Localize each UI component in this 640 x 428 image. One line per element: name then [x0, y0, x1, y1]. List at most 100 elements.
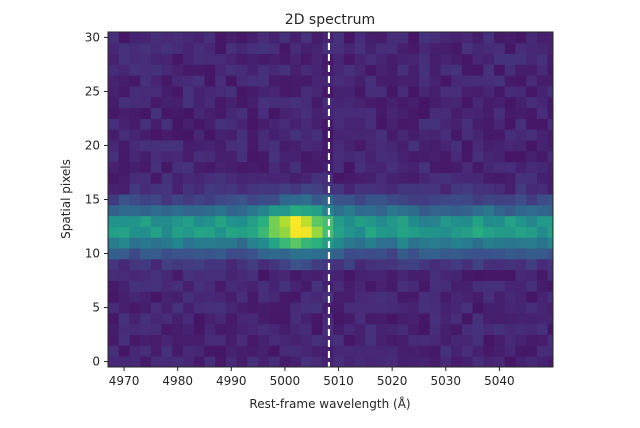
heatmap-cell — [526, 161, 538, 173]
heatmap-cell — [547, 269, 554, 281]
heatmap-cell — [343, 215, 356, 227]
heatmap-cell — [193, 42, 205, 55]
heatmap-cell — [376, 248, 388, 260]
heatmap-cell — [290, 53, 302, 65]
heatmap-cell — [397, 280, 409, 292]
heatmap-cell — [343, 183, 356, 195]
heatmap-cell — [333, 118, 345, 130]
heatmap-cell — [268, 161, 280, 173]
heatmap-cell — [225, 269, 238, 281]
heatmap-cell — [108, 118, 120, 130]
heatmap-cell — [172, 172, 184, 184]
heatmap-cell — [354, 53, 366, 65]
heatmap-cell — [494, 32, 506, 44]
heatmap-cell — [418, 248, 431, 260]
heatmap-cell — [483, 356, 495, 368]
heatmap-cell — [418, 258, 431, 271]
heatmap-cell — [204, 96, 216, 109]
heatmap-cell — [268, 302, 280, 314]
heatmap-cell — [526, 129, 538, 141]
heatmap-cell — [172, 280, 184, 292]
heatmap-cell — [536, 53, 549, 65]
heatmap-cell — [365, 215, 377, 227]
heatmap-cell — [311, 280, 323, 292]
heatmap-cell — [343, 161, 356, 173]
heatmap-cell — [161, 323, 173, 335]
heatmap-cell — [268, 323, 280, 335]
heatmap-cell — [301, 64, 313, 76]
heatmap-cell — [343, 140, 356, 152]
heatmap-cell — [258, 334, 270, 346]
heatmap-cell — [108, 302, 120, 314]
heatmap-cell — [376, 280, 388, 292]
heatmap-cell — [301, 118, 313, 130]
heatmap-cell — [183, 204, 195, 217]
heatmap-cell — [440, 334, 452, 346]
heatmap-cell — [301, 32, 313, 44]
heatmap-cell — [343, 75, 356, 87]
heatmap-cell — [161, 118, 173, 130]
heatmap-cell — [129, 280, 141, 292]
heatmap-cell — [343, 345, 356, 357]
heatmap-cell — [494, 356, 506, 368]
heatmap-cell — [451, 53, 463, 65]
heatmap-cell — [418, 150, 431, 163]
heatmap-cell — [140, 215, 152, 227]
heatmap-cell — [365, 248, 377, 260]
heatmap-cell — [461, 204, 473, 217]
heatmap-cell — [247, 334, 259, 346]
heatmap-cell — [290, 96, 302, 109]
heatmap-cell — [386, 32, 398, 44]
heatmap-cell — [258, 75, 270, 87]
y-tick-label: 0 — [92, 355, 100, 369]
heatmap-cell — [386, 237, 398, 249]
heatmap-cell — [418, 86, 431, 98]
heatmap-cell — [526, 118, 538, 130]
heatmap-cell — [333, 291, 345, 303]
heatmap-cell — [118, 312, 130, 325]
heatmap-cell — [129, 183, 141, 195]
heatmap-cell — [215, 75, 227, 87]
heatmap-cell — [354, 172, 366, 184]
heatmap-cell — [515, 280, 527, 292]
heatmap-cell — [397, 118, 409, 130]
heatmap-cell — [311, 42, 323, 55]
heatmap-cell — [451, 248, 463, 260]
heatmap-cell — [204, 183, 216, 195]
heatmap-cell — [236, 86, 248, 98]
heatmap-cell — [515, 96, 527, 109]
heatmap-cell — [108, 86, 120, 98]
heatmap-cell — [258, 140, 270, 152]
heatmap-cell — [365, 334, 377, 346]
heatmap-cell — [247, 64, 259, 76]
heatmap-cell — [204, 129, 216, 141]
heatmap-cell — [440, 291, 452, 303]
heatmap-cell — [279, 226, 291, 238]
heatmap-cell — [268, 53, 280, 65]
heatmap-cell — [547, 75, 554, 87]
heatmap-cell — [397, 150, 409, 163]
heatmap-cell — [376, 140, 388, 152]
heatmap-cell — [494, 204, 506, 217]
heatmap-cell — [461, 248, 473, 260]
x-tick-label: 5020 — [377, 374, 408, 388]
heatmap-cell — [247, 42, 259, 55]
heatmap-cell — [429, 96, 441, 109]
heatmap-cell — [515, 226, 527, 238]
heatmap-cell — [268, 96, 280, 109]
heatmap-cell — [290, 280, 302, 292]
heatmap-cell — [225, 215, 238, 227]
heatmap-cell — [172, 129, 184, 141]
heatmap-cell — [547, 356, 554, 368]
heatmap-cell — [150, 345, 163, 357]
heatmap-cell — [193, 248, 205, 260]
heatmap-cell — [451, 323, 463, 335]
heatmap-cell — [268, 75, 280, 87]
heatmap-cell — [258, 150, 270, 163]
heatmap-cell — [472, 204, 484, 217]
heatmap-cell — [354, 226, 366, 238]
heatmap-cell — [547, 215, 554, 227]
heatmap-cell — [301, 323, 313, 335]
heatmap-cell — [451, 32, 463, 44]
heatmap-cell — [225, 96, 238, 109]
